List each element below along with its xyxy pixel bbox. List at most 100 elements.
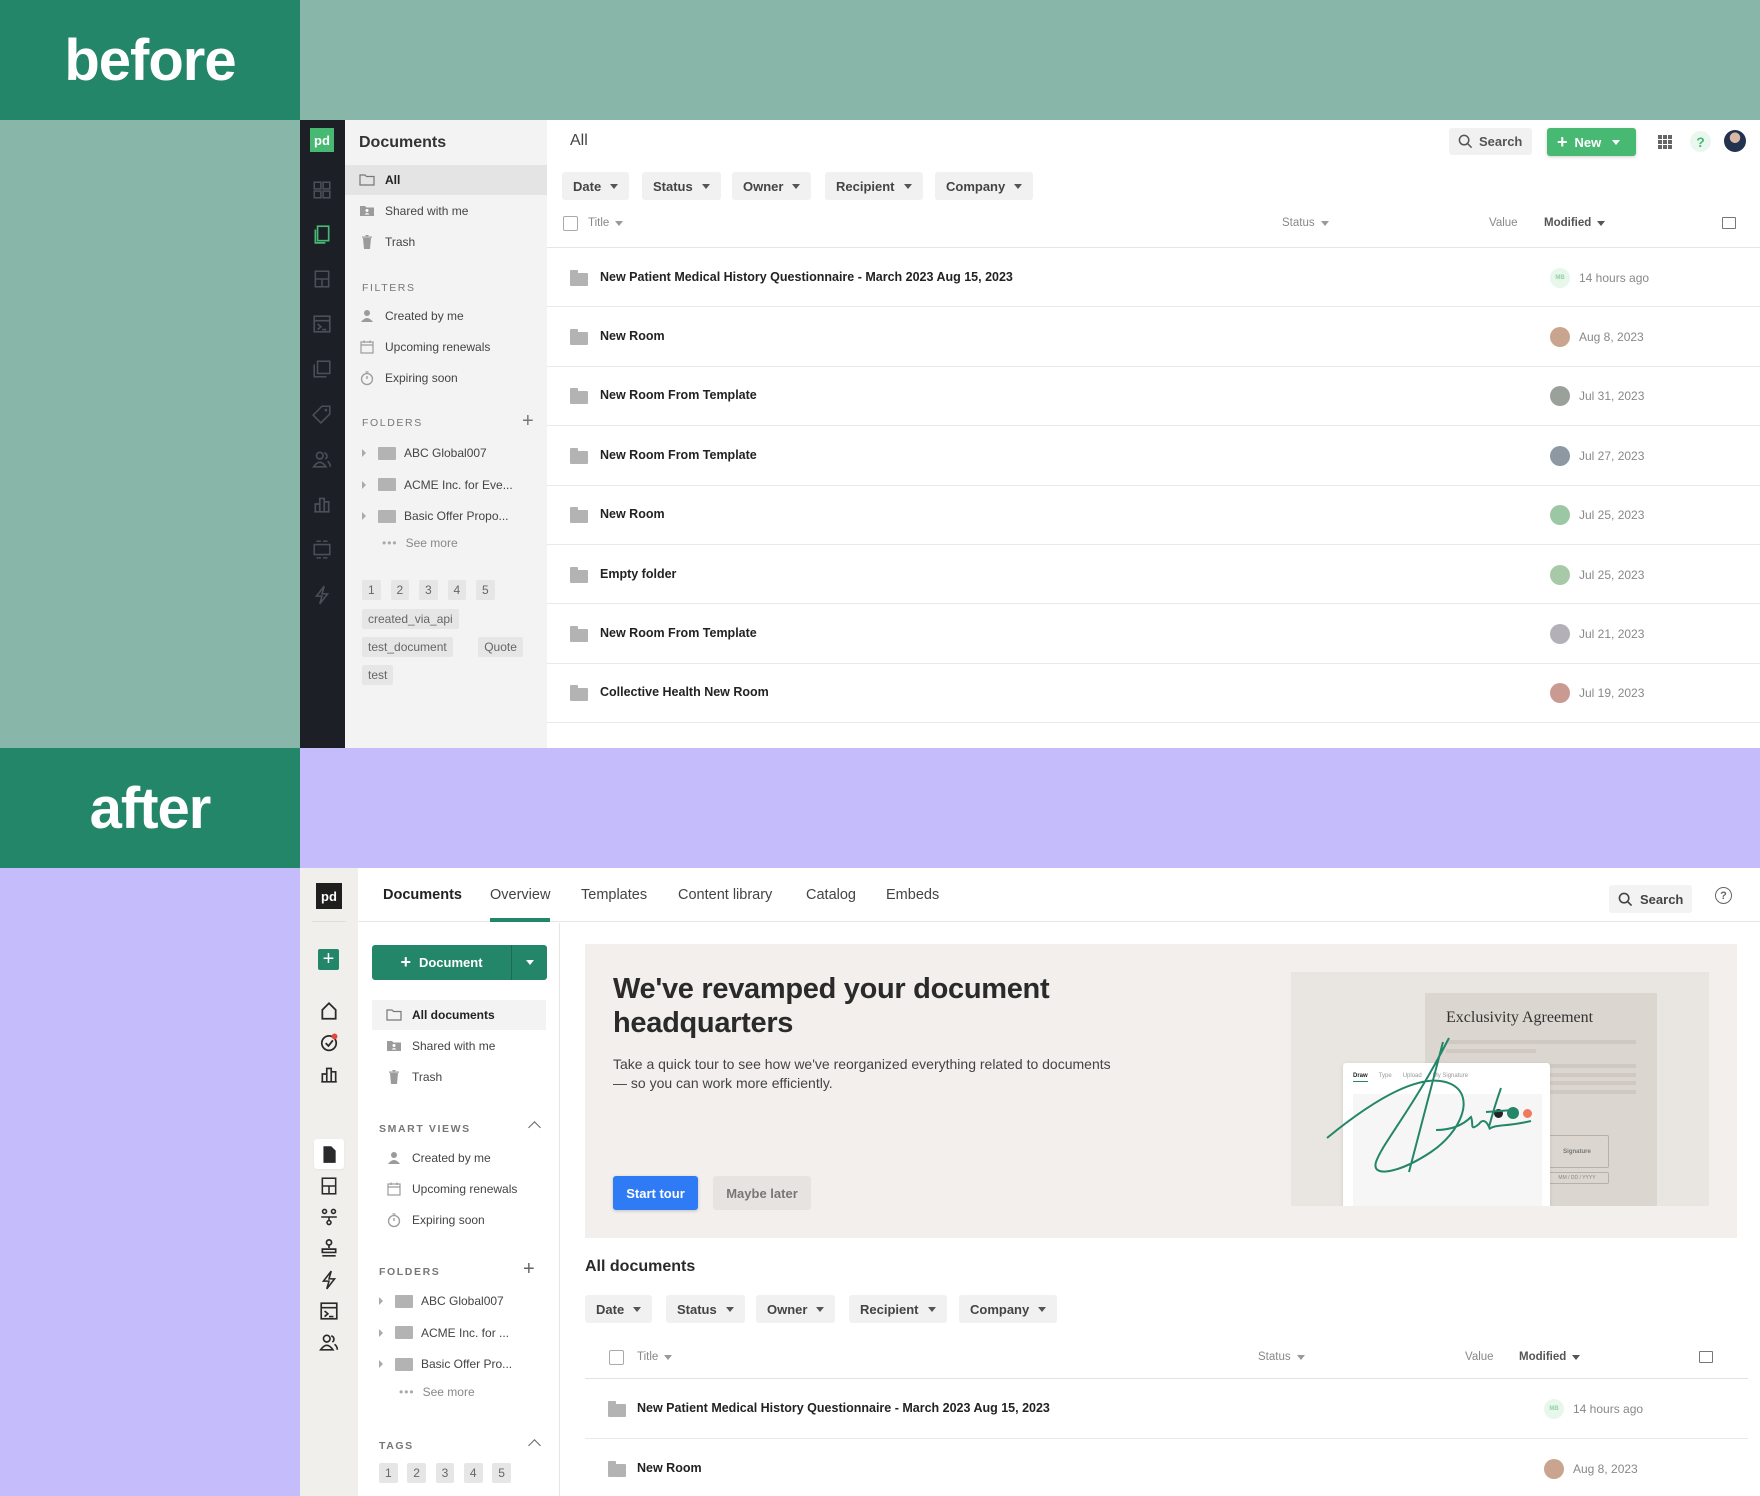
tab-embeds[interactable]: Embeds [886, 868, 939, 922]
tab-content-library[interactable]: Content library [678, 868, 772, 922]
tag-chip[interactable]: 1 [379, 1463, 398, 1483]
row-title[interactable]: New Room [600, 507, 665, 522]
row-title[interactable]: Collective Health New Room [600, 685, 769, 700]
create-plus-icon[interactable]: + [318, 949, 339, 970]
filter-company[interactable]: Company [959, 1295, 1058, 1323]
sidebar-item-expiring-soon[interactable]: Expiring soon [372, 1205, 559, 1235]
row-title[interactable]: New Room From Template [600, 626, 757, 641]
contacts-icon[interactable] [311, 448, 333, 470]
filter-recipient[interactable]: Recipient [849, 1295, 947, 1323]
reports-icon[interactable] [311, 493, 333, 515]
tab-templates[interactable]: Templates [581, 868, 647, 922]
table-row[interactable]: New Patient Medical History Questionnair… [585, 1379, 1748, 1439]
column-title[interactable]: Title [637, 1351, 673, 1363]
row-title[interactable]: New Room From Template [600, 447, 757, 462]
tag-chip[interactable]: 5 [492, 1463, 511, 1483]
documents-icon[interactable] [311, 223, 333, 245]
new-document-main[interactable]: + Document [372, 945, 512, 980]
row-title[interactable]: New Room From Template [600, 388, 757, 403]
folder-item[interactable]: Basic Offer Pro... [379, 1353, 512, 1375]
column-value[interactable]: Value [1465, 1351, 1494, 1363]
expand-arrow-icon[interactable] [379, 1297, 383, 1305]
filter-date[interactable]: Date [585, 1295, 653, 1323]
sidebar-item-upcoming-renewals[interactable]: Upcoming renewals [345, 332, 547, 362]
automation-icon[interactable] [311, 584, 333, 606]
sidebar-item-trash[interactable]: Trash [345, 227, 547, 257]
tag-chip[interactable]: test_document [362, 637, 453, 657]
column-settings-icon[interactable] [1699, 1351, 1713, 1363]
tag-chip[interactable]: 4 [447, 580, 467, 600]
sidebar-item-created-by-me[interactable]: Created by me [372, 1143, 559, 1173]
sidebar-item-all-documents[interactable]: All documents [372, 1000, 546, 1030]
document-icon[interactable] [314, 1139, 344, 1169]
table-row[interactable]: New Room From Template Jul 31, 2023 [547, 367, 1760, 427]
user-avatar[interactable] [1724, 130, 1746, 152]
new-document-button[interactable]: + Document [372, 945, 547, 980]
expand-arrow-icon[interactable] [362, 449, 366, 457]
column-status[interactable]: Status [1282, 217, 1329, 229]
filter-status[interactable]: Status [666, 1295, 745, 1323]
collapse-tags-icon[interactable] [528, 1439, 541, 1452]
row-title[interactable]: New Room [600, 329, 665, 344]
tag-chip[interactable]: Quote [478, 637, 523, 657]
embeds-icon[interactable] [311, 538, 333, 560]
reports-icon[interactable] [316, 1061, 342, 1087]
tasks-icon[interactable] [316, 1029, 342, 1055]
see-more-link[interactable]: ••• See more [382, 536, 458, 550]
filter-owner[interactable]: Owner [756, 1295, 836, 1323]
pandadoc-logo[interactable]: pd [316, 883, 342, 909]
tab-overview[interactable]: Overview [490, 868, 551, 922]
forms-icon[interactable] [316, 1298, 342, 1324]
filter-status[interactable]: Status [642, 172, 721, 200]
column-value[interactable]: Value [1489, 217, 1518, 229]
contacts-icon[interactable] [316, 1329, 342, 1355]
tab-catalog[interactable]: Catalog [806, 868, 856, 922]
notary-stamp-icon[interactable] [316, 1235, 342, 1261]
folder-item[interactable]: ABC Global007 [362, 442, 487, 464]
tag-chip[interactable]: 3 [435, 1463, 455, 1483]
tag-chip[interactable]: created_via_api [362, 609, 459, 629]
tag-chip[interactable]: 2 [390, 580, 410, 600]
select-all-checkbox[interactable] [563, 216, 578, 231]
sidebar-item-upcoming-renewals[interactable]: Upcoming renewals [372, 1174, 559, 1204]
apps-grid-icon[interactable] [1658, 135, 1672, 149]
content-library-icon[interactable] [311, 358, 333, 380]
table-row[interactable]: New Room Aug 8, 2023 [585, 1439, 1748, 1496]
table-row[interactable]: New Room From Template Jul 21, 2023 [547, 604, 1760, 664]
filter-owner[interactable]: Owner [732, 172, 812, 200]
table-row[interactable]: Collective Health New Room Jul 19, 2023 [547, 664, 1760, 724]
sidebar-item-created-by-me[interactable]: Created by me [345, 301, 547, 331]
collapse-smart-views-icon[interactable] [528, 1121, 541, 1134]
table-row[interactable]: Empty folder Jul 25, 2023 [547, 545, 1760, 605]
tag-chip[interactable]: 3 [419, 580, 438, 600]
table-row[interactable]: New Room Jul 25, 2023 [547, 486, 1760, 545]
tag-chip[interactable]: 2 [407, 1463, 426, 1483]
filter-recipient[interactable]: Recipient [825, 172, 923, 200]
filter-date[interactable]: Date [562, 172, 630, 200]
add-folder-icon[interactable]: + [522, 410, 534, 432]
row-title[interactable]: New Patient Medical History Questionnair… [600, 269, 1013, 284]
column-modified[interactable]: Modified [1519, 1351, 1581, 1363]
templates-icon[interactable] [311, 268, 333, 290]
see-more-link[interactable]: ••• See more [399, 1385, 475, 1399]
sidebar-item-expiring-soon[interactable]: Expiring soon [345, 363, 547, 393]
forms-icon[interactable] [311, 313, 333, 335]
select-all-checkbox[interactable] [609, 1350, 624, 1365]
workflow-icon[interactable] [316, 1204, 342, 1230]
sidebar-item-all[interactable]: All [345, 165, 547, 195]
dashboard-icon[interactable] [311, 179, 333, 201]
tag-chip[interactable]: 4 [463, 1463, 483, 1483]
new-document-dropdown[interactable] [512, 945, 547, 980]
tag-chip[interactable]: 1 [362, 580, 381, 600]
folder-item[interactable]: ACME Inc. for ... [379, 1322, 509, 1344]
filter-company[interactable]: Company [935, 172, 1034, 200]
column-settings-icon[interactable] [1722, 217, 1736, 229]
maybe-later-button[interactable]: Maybe later [713, 1176, 811, 1210]
tag-chip[interactable]: test [362, 665, 394, 685]
search-button[interactable]: Search [1609, 885, 1692, 913]
table-row[interactable]: New Patient Medical History Questionnair… [547, 248, 1760, 308]
home-icon[interactable] [316, 998, 342, 1024]
expand-arrow-icon[interactable] [362, 480, 366, 489]
sidebar-item-shared-with-me[interactable]: Shared with me [372, 1031, 546, 1061]
column-status[interactable]: Status [1258, 1351, 1305, 1363]
